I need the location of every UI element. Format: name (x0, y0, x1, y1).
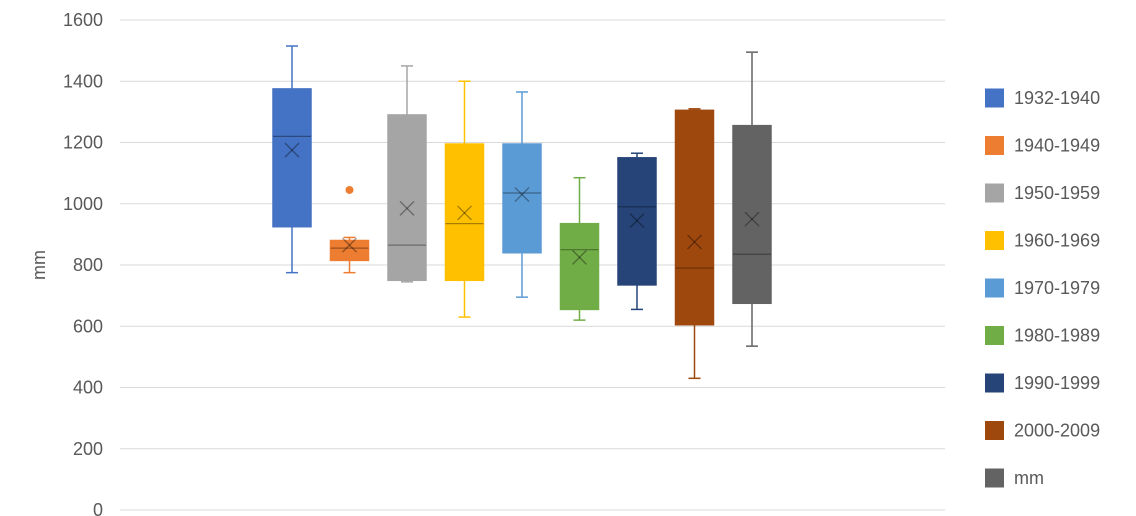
box-iqr (387, 114, 427, 282)
mean-marker (629, 213, 645, 229)
y-tick-label: 1000 (63, 194, 103, 214)
box-iqr (617, 157, 657, 286)
box-iqr (674, 109, 715, 326)
legend-label: 1970-1979 (1014, 278, 1100, 298)
mean-marker (687, 234, 702, 250)
legend-swatch (985, 136, 1004, 155)
legend-item: 1960-1969 (985, 231, 1100, 251)
legend-swatch (985, 421, 1004, 440)
outlier-point (345, 185, 354, 194)
legend-swatch (985, 326, 1004, 345)
y-axis-title: mm (29, 250, 49, 280)
box-1990-1999 (617, 152, 657, 311)
mean-marker (284, 142, 300, 158)
y-axis-tick-labels: 0 200 400 600 800 1000 1200 1400 1600 (63, 10, 103, 516)
legend-item: 1940-1949 (985, 136, 1100, 156)
legend-label: 1932-1940 (1014, 88, 1100, 108)
box-iqr (559, 222, 600, 311)
legend: 1932-1940 1940-1949 1950-1959 1960-1969 1970… (985, 88, 1100, 488)
legend-swatch (985, 88, 1004, 108)
y-tick-label: 200 (73, 439, 103, 459)
y-tick-label: 1400 (63, 71, 103, 91)
box-series (272, 45, 772, 380)
gridlines (120, 19, 945, 511)
box-iqr (732, 124, 772, 305)
legend-label: 2000-2009 (1014, 421, 1100, 441)
mean-marker (457, 205, 472, 221)
mean-marker (514, 187, 530, 203)
legend-label: 1980-1989 (1014, 326, 1100, 346)
y-tick-label: 800 (73, 255, 103, 275)
box-2000-2009 (674, 108, 715, 380)
box-iqr (272, 88, 312, 228)
legend-label: 1960-1969 (1014, 231, 1100, 251)
legend-swatch (985, 468, 1004, 488)
legend-swatch (985, 278, 1004, 298)
legend-label: 1940-1949 (1014, 136, 1100, 156)
legend-label: mm (1014, 468, 1044, 488)
box-iqr (329, 239, 370, 262)
legend-item: 2000-2009 (985, 421, 1100, 441)
mean-marker (572, 249, 587, 265)
legend-label: 1950-1959 (1014, 183, 1100, 203)
box-1950-1959 (387, 65, 427, 283)
legend-item: 1950-1959 (985, 183, 1100, 203)
box-1940-1949 (329, 185, 370, 274)
y-tick-label: 400 (73, 378, 103, 398)
legend-item: 1970-1979 (985, 278, 1100, 298)
y-tick-label: 0 (93, 500, 103, 516)
y-tick-label: 1600 (63, 10, 103, 30)
legend-swatch (985, 231, 1004, 250)
legend-label: 1990-1999 (1014, 373, 1100, 393)
y-tick-label: 600 (73, 316, 103, 336)
mean-marker (399, 200, 415, 216)
box-iqr (444, 143, 485, 282)
legend-item: 1990-1999 (985, 373, 1100, 393)
legend-swatch (985, 373, 1004, 393)
mean-marker (744, 211, 760, 227)
legend-item: 1980-1989 (985, 326, 1100, 346)
box-1980-1989 (559, 176, 600, 321)
legend-item: 1932-1940 (985, 88, 1100, 108)
box-1970-1979 (502, 91, 542, 298)
legend-item: mm (985, 468, 1044, 488)
y-tick-label: 1200 (63, 133, 103, 153)
box-iqr (502, 143, 542, 254)
box-1932-1940 (272, 45, 312, 274)
box-mm (732, 51, 772, 347)
mean-marker (342, 237, 357, 253)
legend-swatch (985, 183, 1004, 203)
box-1960-1969 (444, 80, 485, 318)
